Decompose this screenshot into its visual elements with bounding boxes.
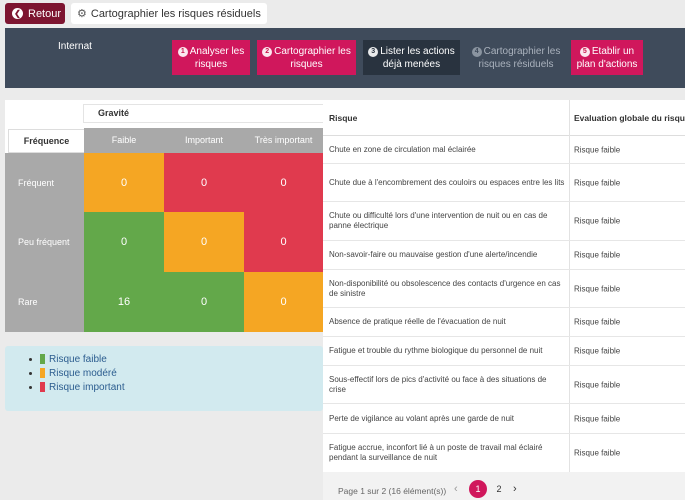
risk-evaluation: Risque faible: [574, 178, 621, 187]
legend-item: Risque faible: [29, 352, 323, 366]
row-header-rare: Rare: [5, 272, 84, 332]
table-row[interactable]: Perte de vigilance au volant après une g…: [323, 404, 685, 434]
risk-evaluation: Risque faible: [574, 448, 621, 458]
step-label: Cartographier les risques: [274, 45, 351, 70]
legend-swatch: [40, 354, 45, 364]
column-header-tres-important: Très important: [244, 128, 323, 153]
gravite-header: Gravité: [84, 105, 323, 122]
matrix-cell: 0: [84, 153, 164, 212]
risk-name: Absence de pratique réelle de l'évacuati…: [329, 317, 506, 326]
step-cartographier-residuels[interactable]: 4 Cartographier les risques résiduels: [467, 40, 565, 75]
risks-table: Risque Evaluation globale du risque Chut…: [323, 100, 685, 500]
risk-name: Chute ou difficulté lors d'une intervent…: [329, 211, 548, 230]
steps-band: Internat 1 Analyser les risques 2 Cartogra…: [5, 28, 685, 88]
gears-icon: ⚙: [77, 8, 87, 20]
step-label: Cartographier les risques résiduels: [478, 45, 561, 70]
column-header-risque[interactable]: Risque: [329, 113, 358, 123]
step-number: 3: [368, 46, 379, 57]
risk-evaluation: Risque faible: [574, 216, 621, 226]
table-header: Risque Evaluation globale du risque: [323, 100, 685, 136]
risk-name: Sous-effectif lors de pics d'activité ou…: [329, 374, 547, 394]
table-row[interactable]: Chute en zone de circulation mal éclairé…: [323, 136, 685, 164]
pagination: Page 1 sur 2 (16 élément(s)) ‹ 1 2 ›: [323, 472, 685, 500]
risk-name: Fatigue accrue, inconfort lié à un poste…: [329, 443, 543, 462]
matrix-cell: 0: [84, 212, 164, 272]
step-analyser[interactable]: 1 Analyser les risques: [172, 40, 250, 75]
table-row[interactable]: Sous-effectif lors de pics d'activité ou…: [323, 366, 685, 404]
table-row[interactable]: Non-disponibilité ou obsolescence des co…: [323, 270, 685, 308]
table-row[interactable]: Absence de pratique réelle de l'évacuati…: [323, 308, 685, 337]
matrix-cell: 0: [244, 272, 323, 332]
step-number: 2: [262, 46, 273, 57]
step-number: 5: [579, 46, 590, 57]
risk-evaluation: Risque faible: [574, 250, 621, 260]
row-header-frequent: Fréquent: [5, 153, 84, 212]
step-lister-actions[interactable]: 3 Lister les actions déjà menées: [363, 40, 460, 75]
legend-swatch: [40, 382, 45, 392]
matrix-cell: 16: [84, 272, 164, 332]
column-divider: [569, 100, 570, 472]
risk-evaluation: Risque faible: [574, 317, 621, 327]
chevron-right-icon[interactable]: ›: [513, 483, 517, 495]
back-button[interactable]: ❮ Retour: [5, 3, 65, 24]
table-row[interactable]: Chute ou difficulté lors d'une intervent…: [323, 202, 685, 241]
column-header-evaluation[interactable]: Evaluation globale du risque: [574, 113, 685, 123]
step-number: 1: [177, 46, 188, 57]
row-header-peu-frequent: Peu fréquent: [5, 212, 84, 272]
risk-evaluation: Risque faible: [574, 414, 621, 423]
table-row[interactable]: Fatigue et trouble du rythme biologique …: [323, 337, 685, 366]
pagination-info: Page 1 sur 2 (16 élément(s)): [338, 486, 447, 496]
legend-swatch: [40, 368, 45, 378]
legend-label: Risque important: [49, 381, 125, 393]
legend-label: Risque faible: [49, 353, 107, 365]
back-button-label: Retour: [28, 7, 62, 20]
step-label: Lister les actions déjà menées: [380, 45, 455, 70]
arrow-left-icon: ❮: [12, 8, 23, 19]
step-label: Etablir un plan d'actions: [576, 45, 638, 70]
table-row[interactable]: Chute due à l'encombrement des couloirs …: [323, 164, 685, 202]
page-button-2[interactable]: 2: [496, 484, 502, 494]
legend-item: Risque modéré: [29, 366, 323, 380]
page-title: Cartographier les risques résiduels: [90, 7, 261, 20]
matrix-cell: 0: [164, 153, 244, 212]
risk-name: Fatigue et trouble du rythme biologique …: [329, 346, 543, 355]
step-plan-actions[interactable]: 5 Etablir un plan d'actions: [571, 40, 643, 75]
frequence-header: Fréquence: [9, 130, 84, 152]
risk-evaluation: Risque faible: [574, 380, 621, 389]
legend-item: Risque important: [29, 380, 323, 394]
risk-legend: Risque faible Risque modéré Risque impor…: [5, 346, 323, 411]
risk-name: Perte de vigilance au volant après une g…: [329, 413, 515, 423]
risk-evaluation: Risque faible: [574, 284, 621, 293]
risk-matrix: Gravité Fréquence Faible Important Très …: [5, 100, 323, 332]
risk-name: Chute due à l'encombrement des couloirs …: [329, 177, 565, 187]
risk-evaluation: Risque faible: [574, 145, 621, 154]
risk-name: Non-savoir-faire ou mauvaise gestion d'u…: [329, 250, 538, 259]
chevron-left-icon[interactable]: ‹: [454, 483, 458, 495]
matrix-cell: 0: [164, 272, 244, 332]
page-button-1[interactable]: 1: [469, 480, 487, 498]
matrix-cell: 0: [244, 153, 323, 212]
table-row[interactable]: Fatigue accrue, inconfort lié à un poste…: [323, 434, 685, 472]
step-number: 4: [471, 46, 482, 57]
breadcrumb: ⚙ Cartographier les risques résiduels: [71, 3, 267, 24]
matrix-cell: 0: [164, 212, 244, 272]
table-row[interactable]: Non-savoir-faire ou mauvaise gestion d'u…: [323, 241, 685, 270]
risk-evaluation: Risque faible: [574, 346, 621, 356]
column-header-important: Important: [164, 128, 244, 153]
matrix-cell: 0: [244, 212, 323, 272]
step-label: Analyser les risques: [189, 45, 245, 70]
risk-name: Chute en zone de circulation mal éclairé…: [329, 144, 476, 154]
top-bar: ❮ Retour ⚙ Cartographier les risques rés…: [0, 0, 685, 28]
unit-title: Internat: [58, 41, 92, 52]
column-header-faible: Faible: [84, 128, 164, 153]
risk-name: Non-disponibilité ou obsolescence des co…: [329, 278, 561, 298]
step-cartographier[interactable]: 2 Cartographier les risques: [257, 40, 356, 75]
legend-label: Risque modéré: [49, 367, 117, 379]
